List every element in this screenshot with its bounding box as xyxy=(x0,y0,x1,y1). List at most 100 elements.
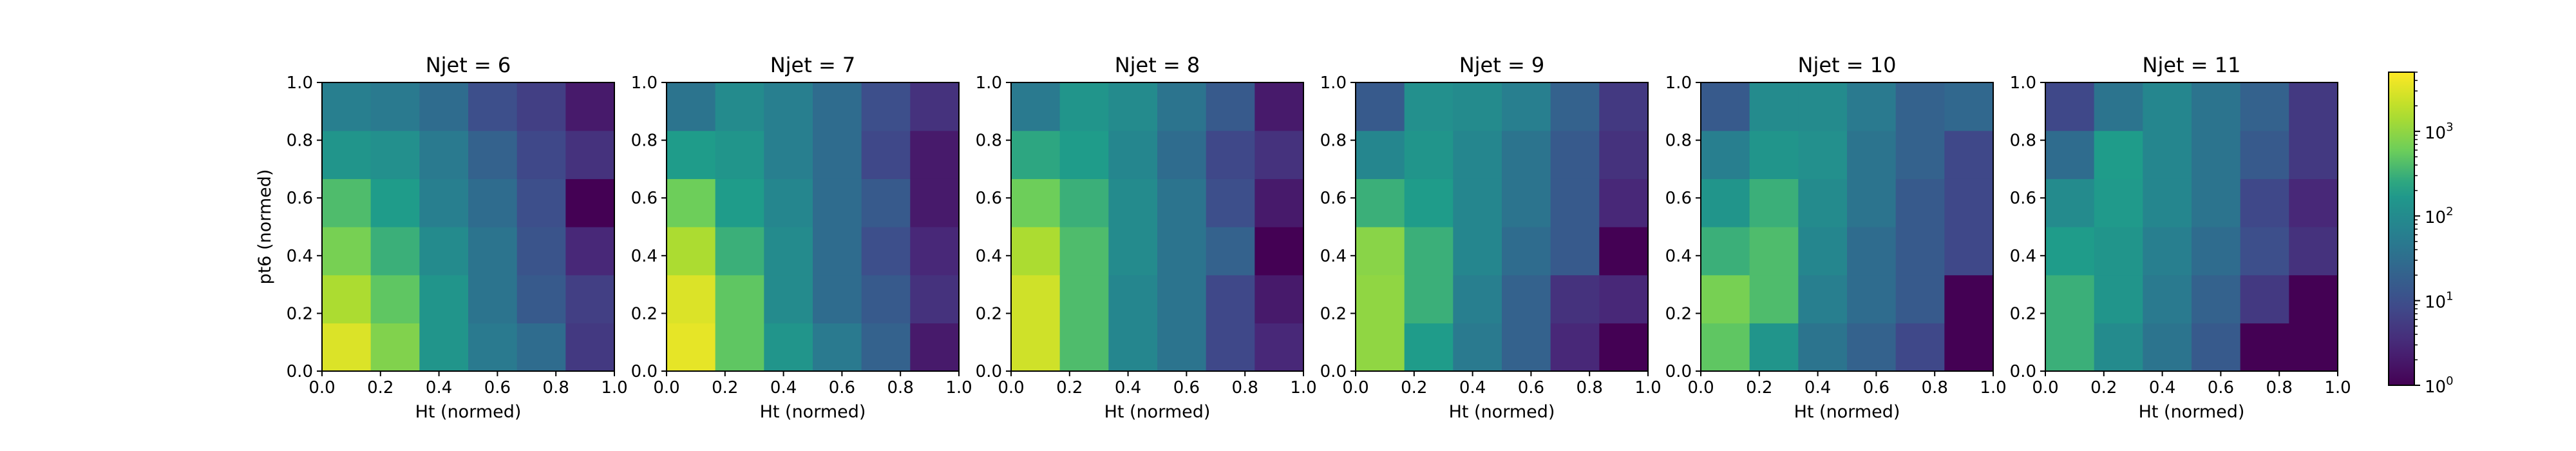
x-tick-label: 0.8 xyxy=(1922,378,1948,398)
heatmap-cell xyxy=(2289,178,2338,227)
x-axis-label: Ht (normed) xyxy=(760,402,866,422)
heatmap-cell xyxy=(1798,274,1848,323)
heatmap-cell xyxy=(861,82,911,131)
heatmap-cell xyxy=(1011,130,1061,179)
heatmap-cell xyxy=(516,82,566,131)
x-tick-label: 0.8 xyxy=(1577,378,1603,398)
heatmap-cell xyxy=(419,130,469,179)
heatmap-cell xyxy=(2143,274,2192,323)
heatmap-cell xyxy=(1599,323,1649,372)
heatmap-cell xyxy=(1749,178,1799,227)
axes-frame xyxy=(2045,82,2338,372)
heatmap-cell xyxy=(1550,82,1600,131)
y-tick-label: 0.6 xyxy=(1320,189,1347,208)
heatmap-cell xyxy=(2192,227,2241,276)
y-tick-label: 0.6 xyxy=(976,189,1002,208)
heatmap-cell xyxy=(2192,178,2241,227)
panel-njet-1 xyxy=(661,82,960,376)
x-tick-label: 0.0 xyxy=(1687,378,1714,398)
heatmap-cell xyxy=(370,82,420,131)
x-tick-label: 0.0 xyxy=(308,378,335,398)
heatmap-cell xyxy=(813,227,862,276)
heatmap-cell xyxy=(419,227,469,276)
x-tick-label: 0.2 xyxy=(1746,378,1772,398)
heatmap-cell xyxy=(1108,82,1158,131)
heatmap-cell xyxy=(1404,178,1454,227)
x-tick-label: 0.6 xyxy=(1173,378,1200,398)
heatmap-cell xyxy=(2045,323,2095,372)
panel-title: Njet = 8 xyxy=(1115,53,1200,77)
y-tick-label: 0.0 xyxy=(1665,362,1692,381)
heatmap-cell xyxy=(910,323,960,372)
heatmap-cell xyxy=(2240,130,2289,179)
heatmap-cell xyxy=(1599,178,1649,227)
y-tick-label: 0.0 xyxy=(1320,362,1347,381)
heatmap-cell xyxy=(1701,130,1750,179)
x-tick-label: 0.6 xyxy=(2208,378,2234,398)
heatmap-cell xyxy=(1356,130,1405,179)
y-tick-label: 0.8 xyxy=(976,131,1002,151)
heatmap-cell xyxy=(1059,274,1109,323)
x-tick-label: 0.8 xyxy=(543,378,569,398)
heatmap-cell xyxy=(1059,227,1109,276)
panel-title: Njet = 9 xyxy=(1459,53,1545,77)
heatmap-cell xyxy=(1895,274,1945,323)
heatmap-cell xyxy=(1157,130,1207,179)
x-axis-label: Ht (normed) xyxy=(415,402,522,422)
heatmap-cell xyxy=(1157,274,1207,323)
heatmap-cell xyxy=(565,82,615,131)
heatmap-cell xyxy=(1157,82,1207,131)
heatmap-cell xyxy=(370,130,420,179)
heatmap-cell xyxy=(2045,82,2095,131)
heatmap-cell xyxy=(1798,227,1848,276)
heatmap-cell xyxy=(1701,227,1750,276)
x-tick-label: 0.8 xyxy=(1232,378,1258,398)
heatmap-cell xyxy=(516,178,566,227)
heatmap-cell xyxy=(1798,178,1848,227)
y-tick-label: 1.0 xyxy=(976,73,1002,93)
heatmap-cell xyxy=(2192,82,2241,131)
x-tick-label: 0.0 xyxy=(998,378,1024,398)
y-tick-label: 0.2 xyxy=(1665,304,1692,323)
heatmap-cell xyxy=(1502,274,1551,323)
y-tick-label: 0.6 xyxy=(2010,189,2036,208)
heatmap-cell xyxy=(322,130,372,179)
heatmap-cell xyxy=(1108,274,1158,323)
heatmap-cell xyxy=(1749,130,1799,179)
heatmap-cell xyxy=(2143,227,2192,276)
panel-title: Njet = 7 xyxy=(770,53,856,77)
heatmap-cell xyxy=(1157,323,1207,372)
heatmap-cell xyxy=(1798,323,1848,372)
heatmap-cell xyxy=(2240,323,2289,372)
x-tick-label: 0.6 xyxy=(1863,378,1889,398)
x-tick-label: 0.0 xyxy=(653,378,679,398)
heatmap-cell xyxy=(667,130,716,179)
heatmap-cell xyxy=(516,274,566,323)
heatmap-cell xyxy=(419,323,469,372)
x-tick-label: 0.4 xyxy=(1115,378,1141,398)
heatmap-cell xyxy=(565,227,615,276)
heatmap-cell xyxy=(1944,82,1994,131)
y-tick-label: 0.2 xyxy=(2010,304,2036,323)
heatmap-cell xyxy=(813,82,862,131)
heatmap-cell xyxy=(1255,274,1304,323)
heatmap-cell xyxy=(2289,130,2338,179)
y-tick-label: 0.6 xyxy=(631,189,658,208)
x-tick-label: 0.2 xyxy=(1056,378,1083,398)
heatmap-cell xyxy=(1059,323,1109,372)
heatmap-cell xyxy=(2289,323,2338,372)
x-tick-label: 0.4 xyxy=(770,378,797,398)
heatmap-cell xyxy=(1453,227,1502,276)
heatmap-cell xyxy=(715,323,764,372)
heatmap-cell xyxy=(1749,323,1799,372)
heatmap-cell xyxy=(2094,323,2143,372)
heatmap-cell xyxy=(1944,130,1994,179)
y-tick-label: 0.4 xyxy=(631,247,658,266)
x-tick-label: 1.0 xyxy=(601,378,627,398)
heatmap-cell xyxy=(910,178,960,227)
heatmap-cell xyxy=(861,323,911,372)
heatmap-cell xyxy=(667,82,716,131)
heatmap-cell xyxy=(370,323,420,372)
heatmap-cell xyxy=(1701,82,1750,131)
heatmap-cell xyxy=(468,323,518,372)
